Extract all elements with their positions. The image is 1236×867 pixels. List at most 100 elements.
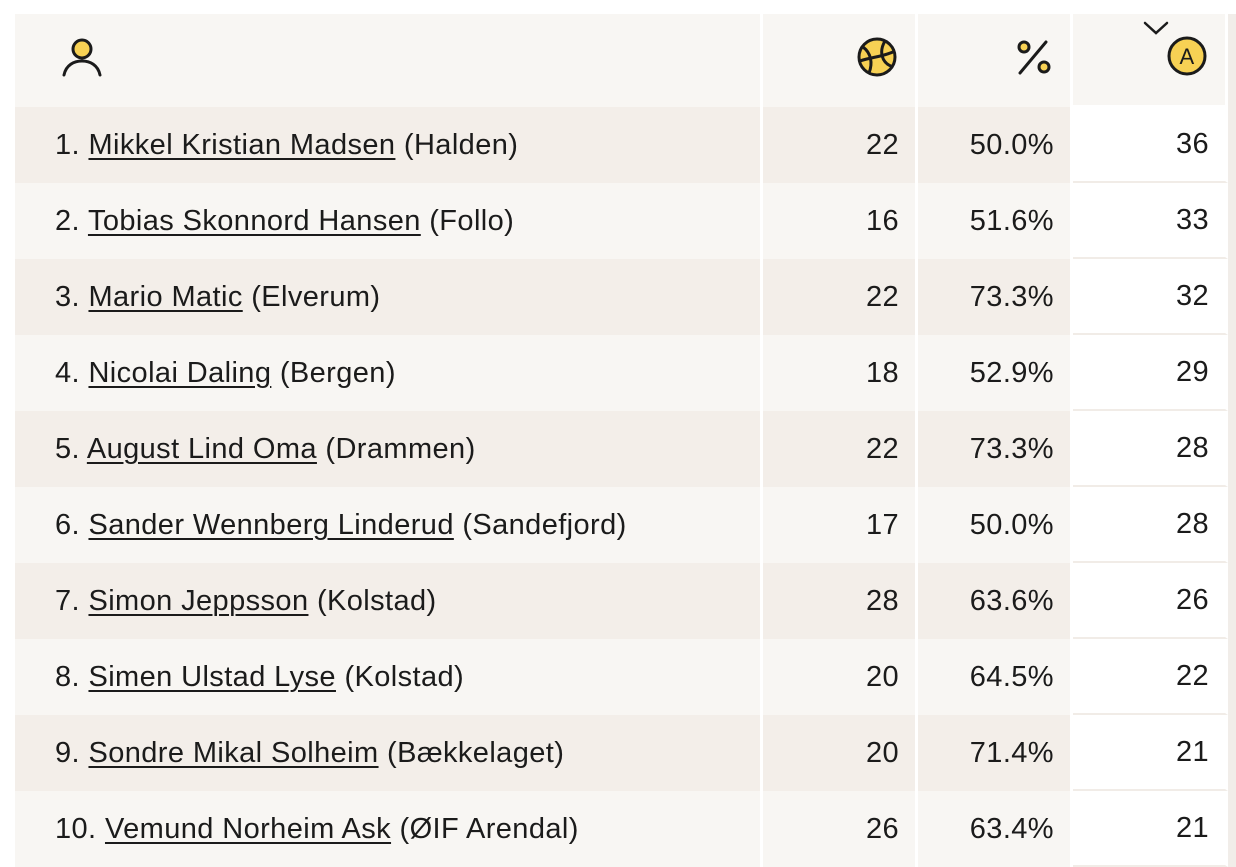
player-name-link[interactable]: Tobias Skonnord Hansen <box>87 204 421 237</box>
team-label: (Bækkelaget) <box>387 736 565 769</box>
stats-table-container: A 1. Mikkel Kristian Madsen (Halden) 22 50… <box>15 14 1236 867</box>
rank-label: 3. <box>55 280 80 313</box>
player-cell: 5. August Lind Oma (Drammen) <box>15 411 763 487</box>
rank-label: 8. <box>55 660 80 693</box>
player-cell: 1. Mikkel Kristian Madsen (Halden) <box>15 107 763 183</box>
goals-cell: 26 <box>763 791 918 867</box>
table-edge <box>1228 107 1236 183</box>
table-row: 9. Sondre Mikal Solheim (Bækkelaget) 20 71… <box>15 715 1236 791</box>
player-name-link[interactable]: Simon Jeppsson <box>88 584 309 617</box>
table-row: 8. Simen Ulstad Lyse (Kolstad) 20 64.5% 22 <box>15 639 1236 715</box>
assists-cell: 22 <box>1073 639 1228 715</box>
table-edge <box>1228 563 1236 639</box>
team-label: (ØIF Arendal) <box>399 812 579 845</box>
percent-cell: 64.5% <box>918 639 1073 715</box>
percent-cell: 73.3% <box>918 259 1073 335</box>
rank-label: 2. <box>55 204 80 237</box>
player-name-link[interactable]: Sondre Mikal Solheim <box>88 736 379 769</box>
table-row: 5. August Lind Oma (Drammen) 22 73.3% 28 <box>15 411 1236 487</box>
rank-label: 9. <box>55 736 80 769</box>
percent-cell: 71.4% <box>918 715 1073 791</box>
team-label: (Drammen) <box>325 432 476 465</box>
player-name-link[interactable]: August Lind Oma <box>86 432 317 465</box>
percent-cell: 52.9% <box>918 335 1073 411</box>
table-row: 4. Nicolai Daling (Bergen) 18 52.9% 29 <box>15 335 1236 411</box>
player-name-link[interactable]: Mikkel Kristian Madsen <box>88 128 396 161</box>
table-edge <box>1228 259 1236 335</box>
chevron-down-icon <box>1142 14 1170 45</box>
assists-cell: 33 <box>1073 183 1228 259</box>
assist-icon-letter: A <box>1179 44 1194 69</box>
assists-cell: 21 <box>1073 715 1228 791</box>
goals-cell: 16 <box>763 183 918 259</box>
assists-cell: 28 <box>1073 411 1228 487</box>
rank-label: 7. <box>55 584 80 617</box>
team-label: (Kolstad) <box>344 660 465 693</box>
goals-cell: 20 <box>763 715 918 791</box>
goals-cell: 18 <box>763 335 918 411</box>
team-label: (Follo) <box>429 204 515 237</box>
table-row: 3. Mario Matic (Elverum) 22 73.3% 32 <box>15 259 1236 335</box>
assists-cell: 29 <box>1073 335 1228 411</box>
table-edge <box>1228 791 1236 867</box>
player-name-link[interactable]: Nicolai Daling <box>88 356 272 389</box>
table-header-row: A <box>15 14 1236 107</box>
goals-cell: 22 <box>763 411 918 487</box>
goals-cell: 22 <box>763 107 918 183</box>
assists-cell: 28 <box>1073 487 1228 563</box>
percent-cell: 51.6% <box>918 183 1073 259</box>
player-cell: 3. Mario Matic (Elverum) <box>15 259 763 335</box>
goals-cell: 28 <box>763 563 918 639</box>
rank-label: 10. <box>55 812 97 845</box>
assist-icon: A <box>1165 34 1209 86</box>
percent-icon <box>1014 37 1054 85</box>
table-row: 7. Simon Jeppsson (Kolstad) 28 63.6% 26 <box>15 563 1236 639</box>
percent-column-header[interactable] <box>918 14 1073 107</box>
table-row: 6. Sander Wennberg Linderud (Sandefjord)… <box>15 487 1236 563</box>
player-cell: 7. Simon Jeppsson (Kolstad) <box>15 563 763 639</box>
table-edge <box>1228 183 1236 259</box>
assists-cell: 36 <box>1073 107 1228 183</box>
assists-column-header[interactable]: A <box>1073 14 1228 107</box>
table-edge <box>1228 639 1236 715</box>
player-column-header[interactable] <box>15 14 763 107</box>
player-cell: 8. Simen Ulstad Lyse (Kolstad) <box>15 639 763 715</box>
team-label: (Kolstad) <box>316 584 437 617</box>
table-row: 10. Vemund Norheim Ask (ØIF Arendal) 26 63… <box>15 791 1236 867</box>
player-name-link[interactable]: Mario Matic <box>88 280 243 313</box>
player-cell: 2. Tobias Skonnord Hansen (Follo) <box>15 183 763 259</box>
user-icon <box>60 35 104 87</box>
player-cell: 6. Sander Wennberg Linderud (Sandefjord) <box>15 487 763 563</box>
player-cell: 4. Nicolai Daling (Bergen) <box>15 335 763 411</box>
team-label: (Elverum) <box>251 280 381 313</box>
table-row: 1. Mikkel Kristian Madsen (Halden) 22 50.0… <box>15 107 1236 183</box>
table-edge <box>1228 715 1236 791</box>
goals-cell: 20 <box>763 639 918 715</box>
rank-label: 4. <box>55 356 80 389</box>
player-name-link[interactable]: Simen Ulstad Lyse <box>88 660 336 693</box>
goals-column-header[interactable] <box>763 14 918 107</box>
team-label: (Sandefjord) <box>462 508 627 541</box>
rank-label: 1. <box>55 128 80 161</box>
assists-cell: 21 <box>1073 791 1228 867</box>
assists-cell: 26 <box>1073 563 1228 639</box>
table-edge <box>1228 411 1236 487</box>
percent-cell: 73.3% <box>918 411 1073 487</box>
handball-icon <box>855 35 899 87</box>
table-edge <box>1228 487 1236 563</box>
assists-cell: 32 <box>1073 259 1228 335</box>
rank-label: 6. <box>55 508 80 541</box>
goals-cell: 22 <box>763 259 918 335</box>
table-edge <box>1228 335 1236 411</box>
percent-cell: 63.4% <box>918 791 1073 867</box>
goals-cell: 17 <box>763 487 918 563</box>
player-cell: 9. Sondre Mikal Solheim (Bækkelaget) <box>15 715 763 791</box>
percent-cell: 50.0% <box>918 487 1073 563</box>
table-edge <box>1228 14 1236 107</box>
team-label: (Halden) <box>403 128 519 161</box>
player-cell: 10. Vemund Norheim Ask (ØIF Arendal) <box>15 791 763 867</box>
player-name-link[interactable]: Vemund Norheim Ask <box>104 812 392 845</box>
player-stats-table: A 1. Mikkel Kristian Madsen (Halden) 22 50… <box>15 14 1236 867</box>
percent-cell: 63.6% <box>918 563 1073 639</box>
player-name-link[interactable]: Sander Wennberg Linderud <box>88 508 454 541</box>
